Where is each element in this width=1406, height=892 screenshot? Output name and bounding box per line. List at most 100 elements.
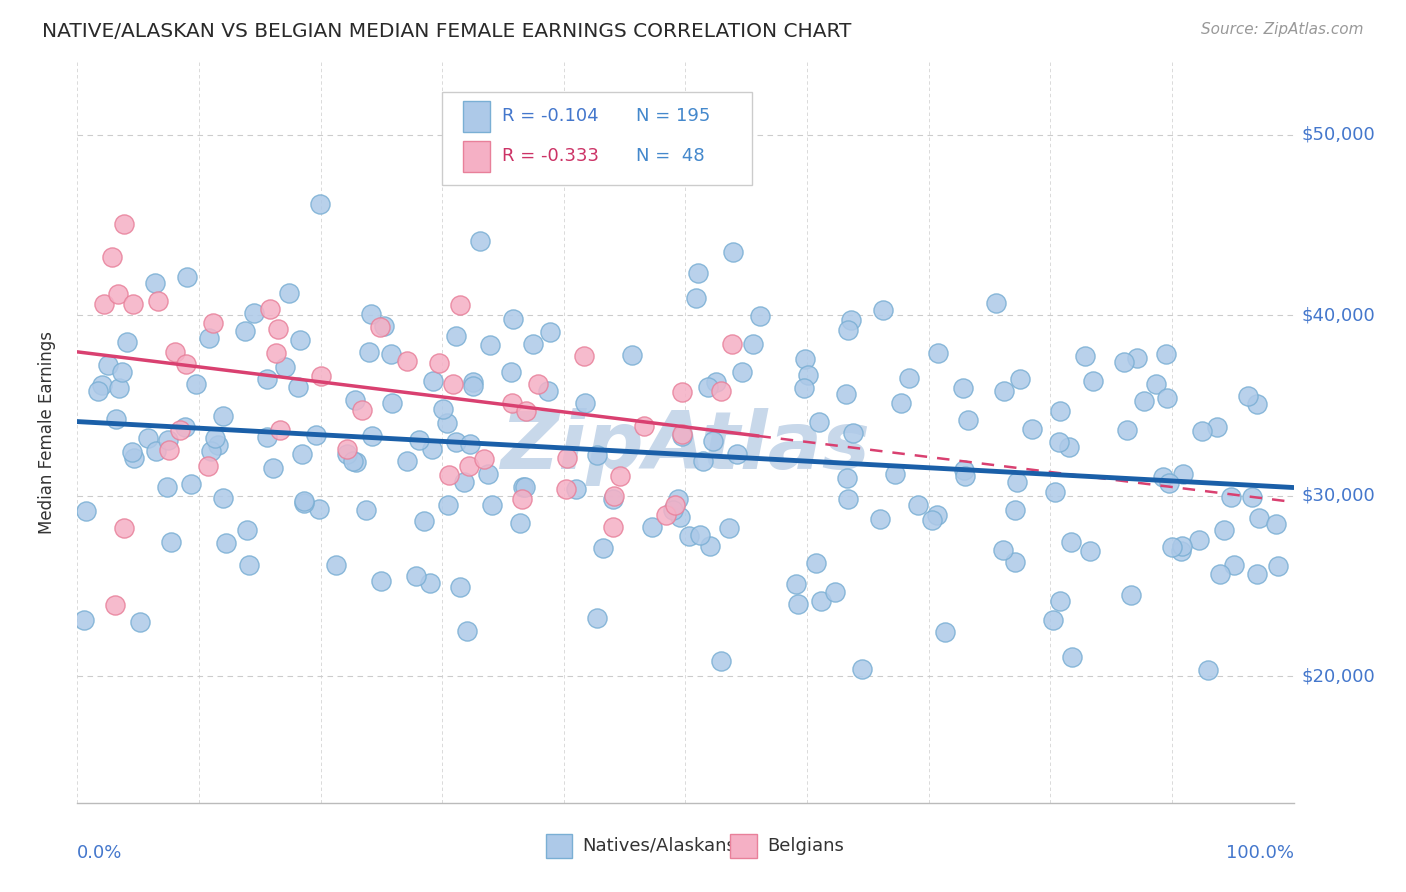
Point bbox=[287, 380, 309, 394]
Point bbox=[710, 654, 733, 668]
Point bbox=[807, 415, 830, 429]
FancyBboxPatch shape bbox=[731, 834, 758, 857]
Point bbox=[108, 381, 131, 395]
Point bbox=[1267, 558, 1289, 573]
Point bbox=[1265, 516, 1288, 531]
Point bbox=[602, 520, 624, 534]
Point bbox=[342, 454, 364, 468]
Point bbox=[1157, 476, 1180, 491]
Point bbox=[215, 536, 238, 550]
Text: $20,000: $20,000 bbox=[1302, 667, 1375, 685]
Point bbox=[797, 368, 820, 382]
Point bbox=[461, 379, 484, 393]
Point bbox=[731, 365, 754, 379]
Point bbox=[344, 455, 367, 469]
Point bbox=[360, 307, 382, 321]
Point bbox=[671, 384, 693, 399]
Point bbox=[527, 376, 550, 391]
Point bbox=[336, 447, 359, 461]
Point bbox=[1249, 511, 1271, 525]
Text: 100.0%: 100.0% bbox=[1226, 844, 1294, 862]
Point bbox=[111, 365, 134, 379]
Point bbox=[1004, 502, 1026, 516]
Point bbox=[174, 420, 197, 434]
Point bbox=[1205, 419, 1227, 434]
Text: N = 195: N = 195 bbox=[636, 108, 710, 126]
Point bbox=[1004, 555, 1026, 569]
Point bbox=[356, 502, 378, 516]
Point bbox=[697, 380, 720, 394]
Text: R = -0.333: R = -0.333 bbox=[502, 147, 599, 165]
Point bbox=[204, 431, 226, 445]
Point bbox=[725, 447, 748, 461]
Point bbox=[668, 510, 690, 524]
Point bbox=[572, 349, 595, 363]
Point bbox=[993, 384, 1015, 399]
Point bbox=[1144, 377, 1167, 392]
Point bbox=[160, 535, 183, 549]
Point bbox=[207, 438, 229, 452]
Point bbox=[441, 376, 464, 391]
Point bbox=[325, 558, 347, 573]
Point bbox=[640, 520, 662, 534]
Point bbox=[460, 437, 482, 451]
Point bbox=[1078, 543, 1101, 558]
Point bbox=[422, 374, 444, 388]
Point bbox=[436, 498, 458, 512]
Point bbox=[156, 479, 179, 493]
Point bbox=[794, 352, 817, 367]
Point bbox=[991, 543, 1014, 558]
Point bbox=[925, 508, 948, 522]
Point bbox=[1152, 470, 1174, 484]
Point bbox=[112, 520, 135, 534]
Point bbox=[513, 480, 536, 494]
Point bbox=[143, 276, 166, 290]
Point bbox=[522, 337, 544, 351]
Point bbox=[839, 313, 862, 327]
Point bbox=[453, 168, 475, 182]
Point bbox=[671, 427, 693, 442]
Point bbox=[509, 516, 531, 530]
Point bbox=[934, 625, 956, 640]
Point bbox=[1237, 389, 1260, 403]
Point bbox=[73, 613, 96, 627]
Point bbox=[449, 297, 471, 311]
Point bbox=[121, 445, 143, 459]
Point bbox=[395, 353, 418, 368]
Point bbox=[381, 395, 404, 409]
Point bbox=[481, 498, 503, 512]
Point bbox=[1042, 613, 1064, 627]
Point bbox=[157, 442, 180, 457]
Point bbox=[169, 423, 191, 437]
FancyBboxPatch shape bbox=[546, 834, 572, 857]
Point bbox=[1246, 567, 1268, 582]
Point bbox=[458, 458, 481, 473]
Point bbox=[952, 381, 974, 395]
Point bbox=[810, 594, 832, 608]
Point bbox=[741, 337, 763, 351]
Point bbox=[184, 376, 207, 391]
Point bbox=[408, 434, 430, 448]
Point bbox=[112, 218, 135, 232]
Point bbox=[710, 384, 733, 398]
Point bbox=[671, 428, 693, 442]
Point bbox=[1209, 566, 1232, 581]
Point bbox=[609, 469, 631, 483]
Point bbox=[702, 434, 724, 448]
Point bbox=[101, 250, 124, 264]
Point bbox=[585, 448, 607, 462]
Point bbox=[412, 514, 434, 528]
Point bbox=[664, 498, 686, 512]
FancyBboxPatch shape bbox=[463, 141, 489, 172]
Point bbox=[93, 297, 115, 311]
Point bbox=[176, 270, 198, 285]
Point bbox=[357, 345, 380, 359]
Point bbox=[269, 423, 291, 437]
Point bbox=[661, 503, 683, 517]
Point bbox=[309, 368, 332, 383]
Point bbox=[869, 512, 891, 526]
Point bbox=[921, 513, 943, 527]
Point bbox=[720, 337, 742, 351]
Point bbox=[352, 403, 374, 417]
Point bbox=[107, 286, 129, 301]
